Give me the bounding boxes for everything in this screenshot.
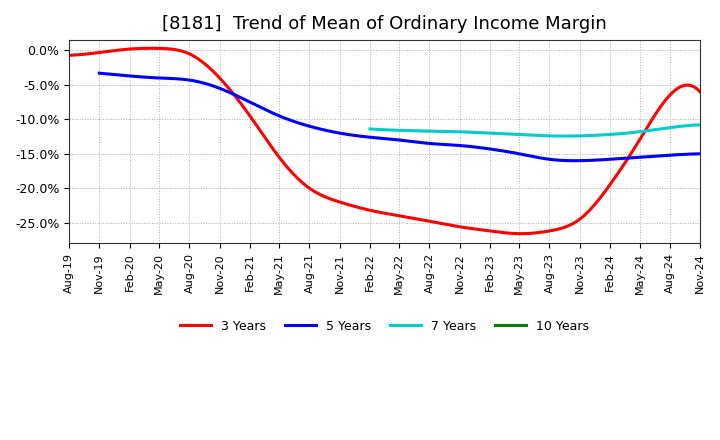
Legend: 3 Years, 5 Years, 7 Years, 10 Years: 3 Years, 5 Years, 7 Years, 10 Years xyxy=(175,315,594,337)
Title: [8181]  Trend of Mean of Ordinary Income Margin: [8181] Trend of Mean of Ordinary Income … xyxy=(162,15,607,33)
